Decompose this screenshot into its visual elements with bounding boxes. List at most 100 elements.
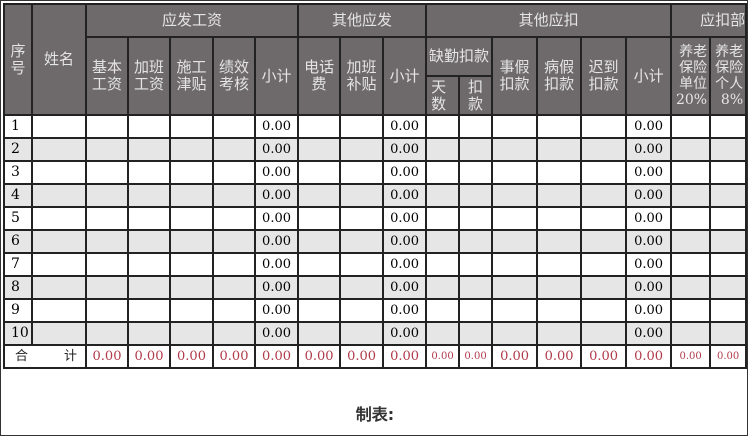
cell[interactable] [85,252,129,277]
cell[interactable] [127,275,171,300]
cell[interactable] [458,183,494,208]
cell[interactable] [709,114,748,139]
cell[interactable] [536,114,583,139]
cell[interactable] [297,114,342,139]
cell[interactable] [212,252,256,277]
cell[interactable] [536,252,583,277]
cell[interactable] [709,206,748,231]
cell[interactable] [339,252,385,277]
cell[interactable] [670,321,712,346]
cell[interactable] [670,114,712,139]
cell[interactable] [212,229,256,254]
cell[interactable] [580,298,628,323]
cell[interactable] [212,206,256,231]
cell[interactable] [580,321,628,346]
cell[interactable] [458,137,494,162]
cell[interactable] [709,275,748,300]
cell[interactable] [491,114,539,139]
cell[interactable] [127,206,171,231]
cell[interactable] [491,298,539,323]
cell[interactable] [127,298,171,323]
cell[interactable] [212,321,256,346]
cell[interactable] [85,229,129,254]
cell[interactable] [169,298,214,323]
cell[interactable] [491,229,539,254]
cell[interactable] [85,137,129,162]
cell[interactable] [85,206,129,231]
cell[interactable] [297,298,342,323]
cell[interactable] [458,160,494,185]
cell[interactable] [31,275,87,300]
cell[interactable] [297,183,342,208]
cell[interactable] [536,298,583,323]
cell[interactable] [536,160,583,185]
cell[interactable] [297,137,342,162]
cell[interactable] [297,206,342,231]
cell[interactable] [297,275,342,300]
cell[interactable] [670,229,712,254]
cell[interactable] [85,298,129,323]
cell[interactable] [85,275,129,300]
cell[interactable] [127,114,171,139]
cell[interactable] [425,229,461,254]
cell[interactable] [169,252,214,277]
cell[interactable] [709,229,748,254]
cell[interactable] [536,137,583,162]
cell[interactable] [212,183,256,208]
cell[interactable] [670,252,712,277]
cell[interactable] [127,160,171,185]
cell[interactable] [339,206,385,231]
cell[interactable] [212,298,256,323]
cell[interactable] [339,114,385,139]
cell[interactable] [491,183,539,208]
cell[interactable] [458,114,494,139]
cell[interactable] [31,183,87,208]
cell[interactable] [458,229,494,254]
cell[interactable] [169,137,214,162]
cell[interactable] [580,114,628,139]
cell[interactable] [31,114,87,139]
cell[interactable] [127,183,171,208]
cell[interactable] [709,160,748,185]
cell[interactable] [580,275,628,300]
cell[interactable] [709,252,748,277]
cell[interactable] [709,298,748,323]
cell[interactable] [297,160,342,185]
cell[interactable] [458,206,494,231]
cell[interactable] [425,252,461,277]
cell[interactable] [127,229,171,254]
cell[interactable] [425,183,461,208]
cell[interactable] [425,137,461,162]
cell[interactable] [536,229,583,254]
cell[interactable] [425,321,461,346]
cell[interactable] [339,321,385,346]
cell[interactable] [169,275,214,300]
cell[interactable] [491,160,539,185]
cell[interactable] [709,137,748,162]
cell[interactable] [670,137,712,162]
cell[interactable] [169,160,214,185]
cell[interactable] [212,114,256,139]
cell[interactable] [580,206,628,231]
cell[interactable] [31,229,87,254]
cell[interactable] [31,252,87,277]
cell[interactable] [127,252,171,277]
cell[interactable] [31,298,87,323]
cell[interactable] [297,252,342,277]
cell[interactable] [536,206,583,231]
cell[interactable] [458,298,494,323]
cell[interactable] [339,229,385,254]
cell[interactable] [169,183,214,208]
cell[interactable] [425,206,461,231]
cell[interactable] [536,275,583,300]
cell[interactable] [31,206,87,231]
cell[interactable] [212,275,256,300]
cell[interactable] [670,206,712,231]
cell[interactable] [709,321,748,346]
cell[interactable] [339,160,385,185]
cell[interactable] [491,137,539,162]
cell[interactable] [580,229,628,254]
cell[interactable] [580,137,628,162]
cell[interactable] [31,321,87,346]
cell[interactable] [491,206,539,231]
